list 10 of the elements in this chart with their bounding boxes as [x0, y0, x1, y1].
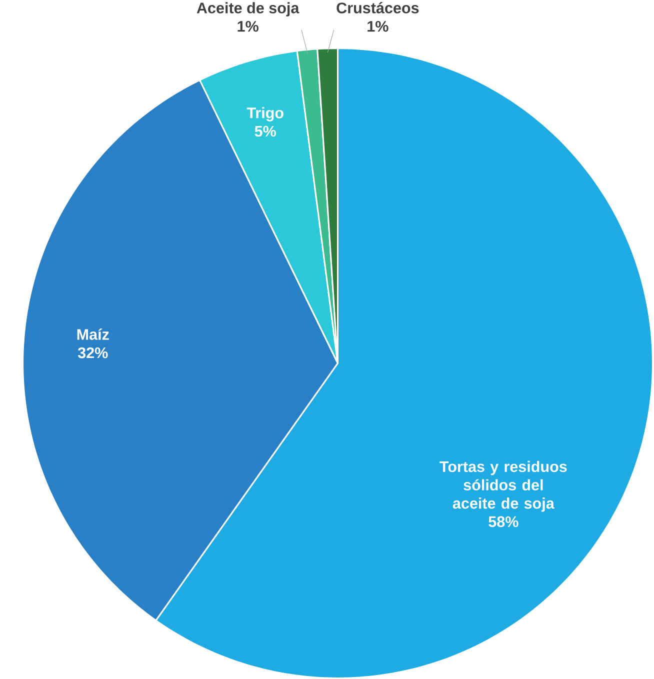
data-label: 32%	[78, 347, 108, 358]
slice-label: Tortas y residuos sólidos del aceite de soja	[440, 460, 568, 512]
data-label: 1%	[238, 20, 259, 32]
slice-label: Trigo	[247, 107, 284, 122]
slice-label: Aceite de soja	[197, 2, 300, 16]
slice-label: Maíz	[78, 328, 110, 340]
data-label: 5%	[255, 126, 276, 137]
slice-label: Crustáceos	[336, 2, 419, 14]
data-label: 1%	[368, 20, 389, 32]
data-label: 58%	[488, 516, 519, 528]
